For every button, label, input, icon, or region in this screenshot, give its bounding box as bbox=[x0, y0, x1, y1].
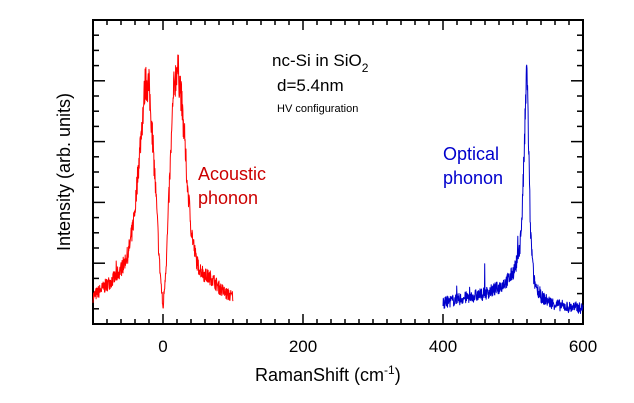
x-tick-label: 0 bbox=[158, 337, 167, 356]
acoustic-label-line2: phonon bbox=[198, 188, 258, 208]
x-tick-labels: 0 200 400 600 bbox=[158, 337, 597, 356]
axis-ticks bbox=[92, 19, 584, 325]
annotation-config: HV configuration bbox=[277, 103, 358, 115]
annotation-sample: nc-Si in SiO2 bbox=[272, 51, 369, 75]
series-layer bbox=[92, 54, 584, 314]
optical-label-line1: Optical bbox=[443, 144, 499, 164]
x-tick-label: 600 bbox=[569, 337, 597, 356]
annotation-size: d=5.4nm bbox=[277, 76, 344, 95]
x-tick-label: 400 bbox=[429, 337, 457, 356]
optical-label-line2: phonon bbox=[443, 168, 503, 188]
x-axis-title: RamanShift (cm-1) bbox=[255, 363, 401, 385]
acoustic-phonon-series bbox=[92, 54, 234, 309]
x-tick-label: 200 bbox=[289, 337, 317, 356]
y-axis-title: Intensity (arb. units) bbox=[54, 93, 74, 251]
acoustic-label-line1: Acoustic bbox=[198, 164, 266, 184]
optical-phonon-series bbox=[442, 64, 584, 314]
